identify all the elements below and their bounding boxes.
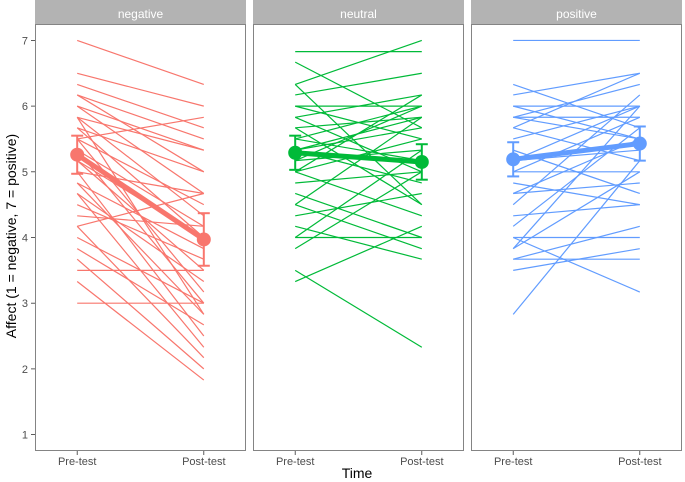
- strip-negative: [35, 0, 246, 24]
- y-tick-label: 6: [22, 101, 28, 113]
- individual-line: [294, 269, 423, 348]
- mean-point-pre: [506, 152, 521, 167]
- y-tick-label: 4: [22, 233, 28, 245]
- individual-line: [512, 105, 641, 250]
- individual-line: [294, 225, 423, 283]
- individual-line: [77, 72, 204, 107]
- mean-point-post: [196, 232, 211, 247]
- individual-line: [513, 225, 640, 260]
- x-tick-label: Pre-test: [276, 456, 315, 468]
- individual-line: [76, 204, 205, 260]
- strip-label-negative: negative: [118, 7, 164, 21]
- panel-negative: negative Pre-test Post-test: [35, 0, 246, 468]
- mean-line: [510, 141, 643, 162]
- panels: negative Pre-test Post-test neutral Pre-test…: [35, 0, 682, 468]
- individual-line: [76, 149, 205, 227]
- individual-line: [77, 116, 204, 151]
- individual-line: [295, 105, 422, 140]
- y-tick-label: 1: [22, 430, 28, 442]
- mean-point-post: [632, 136, 647, 151]
- individual-line: [512, 160, 641, 315]
- individual-line: [77, 171, 204, 195]
- strip-label-neutral: neutral: [340, 7, 377, 21]
- individual-line: [76, 281, 205, 381]
- y-axis-title: Affect (1 = negative, 7 = positive): [3, 134, 19, 338]
- individual-line: [294, 61, 423, 129]
- individual-line: [295, 116, 422, 151]
- individual-line: [76, 258, 205, 370]
- individual-line: [294, 149, 423, 238]
- mean-point-post: [414, 154, 429, 169]
- individual-line: [77, 192, 204, 227]
- individual-line: [512, 236, 641, 293]
- individual-line: [76, 116, 205, 315]
- individual-line: [512, 105, 641, 162]
- individual-line: [77, 116, 204, 140]
- y-tick-label: 3: [22, 298, 28, 310]
- individual-line: [513, 116, 640, 140]
- panel-neutral: neutral Pre-test Post-test: [253, 0, 464, 468]
- mean-line: [292, 150, 425, 165]
- individual-line: [295, 225, 422, 260]
- x-tick-label: Pre-test: [494, 456, 533, 468]
- panel-positive: positive Pre-test Post-test: [471, 0, 682, 468]
- individual-line: [512, 116, 641, 173]
- individual-line: [295, 94, 422, 118]
- individual-line: [513, 105, 640, 140]
- x-tick-label: Post-test: [618, 456, 661, 468]
- individual-line: [76, 171, 205, 337]
- individual-line: [295, 192, 422, 239]
- individual-line: [294, 116, 423, 206]
- individual-line: [294, 84, 423, 206]
- individual-line: [77, 39, 204, 86]
- individual-line: [295, 138, 422, 162]
- y-tick-label: 5: [22, 167, 28, 179]
- y-tick-label: 7: [22, 35, 28, 47]
- mean-point-pre: [70, 147, 85, 162]
- mean-line: [74, 152, 207, 242]
- individual-line: [295, 171, 422, 184]
- x-tick-label: Post-test: [182, 456, 225, 468]
- x-tick-label: Post-test: [400, 456, 443, 468]
- strip-positive: [471, 0, 682, 24]
- individual-line: [513, 182, 640, 195]
- individual-line: [76, 248, 205, 326]
- individual-line: [295, 72, 422, 96]
- y-axis: 1 2 3 4 5 6 7: [22, 35, 35, 442]
- individual-line: [513, 72, 640, 96]
- x-axis-title: Time: [342, 465, 373, 481]
- individual-line: [295, 39, 422, 86]
- individual-line: [512, 72, 641, 129]
- individual-line: [77, 94, 204, 140]
- mean-point-pre: [288, 145, 303, 160]
- x-tick-label: Pre-test: [58, 456, 97, 468]
- strip-label-positive: positive: [556, 7, 597, 21]
- strip-neutral: [253, 0, 464, 24]
- individual-line: [295, 204, 422, 250]
- y-tick-label: 2: [22, 364, 28, 376]
